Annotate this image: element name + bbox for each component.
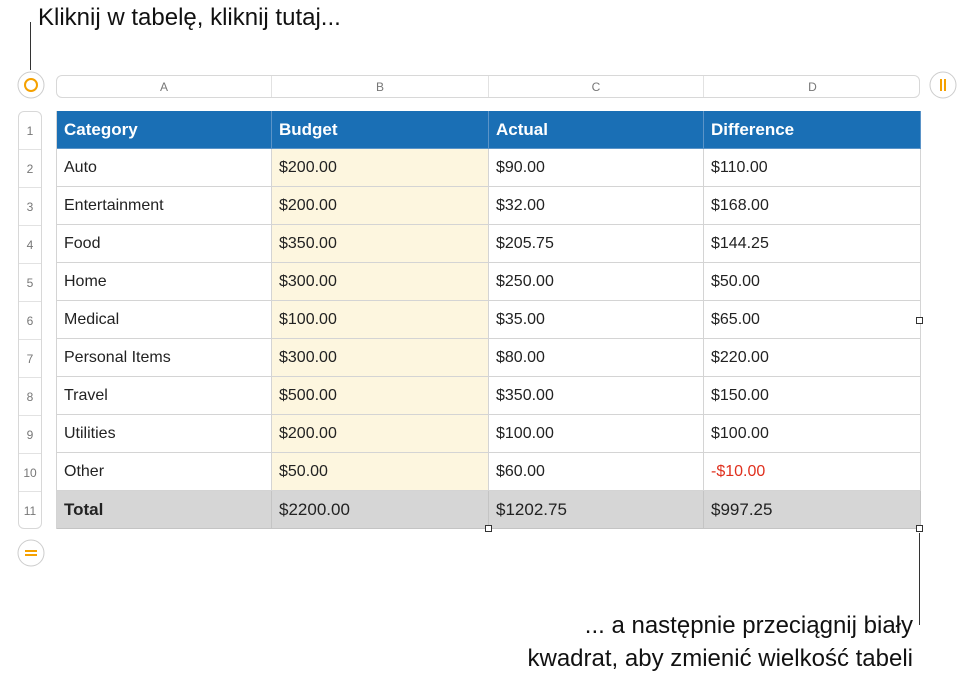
cell: $144.25 (704, 225, 921, 263)
cell: $80.00 (489, 339, 704, 377)
header-cell: Actual (489, 111, 704, 149)
column-label: D (808, 79, 817, 94)
cell: $65.00 (704, 301, 921, 339)
cell: $220.00 (704, 339, 921, 377)
cell: $50.00 (704, 263, 921, 301)
row-number: 8 (19, 378, 41, 416)
resize-handle[interactable] (916, 525, 923, 532)
row-number: 6 (19, 302, 41, 340)
column-label: B (272, 76, 489, 97)
callout-top: Kliknij w tabelę, kliknij tutaj... (38, 4, 341, 31)
cell: $35.00 (489, 301, 704, 339)
cell: Auto (57, 149, 272, 187)
callout-line (919, 533, 920, 625)
row-number: 2 (19, 150, 41, 188)
cell: $168.00 (704, 187, 921, 225)
add-row-button[interactable] (16, 538, 46, 568)
cell: $100.00 (704, 415, 921, 453)
cell: $500.00 (272, 377, 489, 415)
callout-line (30, 22, 31, 70)
resize-handle[interactable] (916, 317, 923, 324)
row-number: 9 (19, 416, 41, 454)
column-label: A (57, 76, 272, 97)
cell: $300.00 (272, 263, 489, 301)
cell: Home (57, 263, 272, 301)
cell: $200.00 (272, 187, 489, 225)
row-header-bar: 1 2 3 4 5 6 7 8 9 10 11 (18, 111, 42, 529)
header-cell: Category (57, 111, 272, 149)
header-cell: Budget (272, 111, 489, 149)
cell: $1202.75 (489, 491, 704, 529)
cell: $100.00 (272, 301, 489, 339)
row-number: 11 (23, 504, 37, 518)
cell: $2200.00 (272, 491, 489, 529)
cell: $90.00 (489, 149, 704, 187)
cell: $110.00 (704, 149, 921, 187)
cell: $50.00 (272, 453, 489, 491)
column-label: C (489, 76, 704, 97)
row-number: 10 (19, 454, 41, 492)
cell: $200.00 (272, 415, 489, 453)
cell: Other (57, 453, 272, 491)
cell: $300.00 (272, 339, 489, 377)
cell: $350.00 (272, 225, 489, 263)
callout-line-text: kwadrat, aby zmienić wielkość tabeli (527, 645, 914, 672)
cell: $350.00 (489, 377, 704, 415)
callout-bottom: ... a następnie przeciągnij biały kwadrat… (528, 612, 914, 673)
row-number: 5 (19, 264, 41, 302)
cell: $100.00 (489, 415, 704, 453)
cell: $32.00 (489, 187, 704, 225)
row-number: 1 (19, 112, 41, 150)
row-number: 7 (19, 340, 41, 378)
cell: $150.00 (704, 377, 921, 415)
cell: Food (57, 225, 272, 263)
cell: $250.00 (489, 263, 704, 301)
cell: $997.25 (704, 491, 921, 529)
resize-handle[interactable] (485, 525, 492, 532)
add-column-button[interactable] (928, 70, 958, 100)
table[interactable]: Category Budget Actual Difference Auto $200.0… (56, 111, 921, 529)
cell: Medical (57, 301, 272, 339)
header-cell: Difference (704, 111, 921, 149)
cell: Utilities (57, 415, 272, 453)
cell: Travel (57, 377, 272, 415)
cell: Total (57, 491, 272, 529)
cell: $60.00 (489, 453, 704, 491)
cell: -$10.00 (704, 453, 921, 491)
cell: Entertainment (57, 187, 272, 225)
cell: $200.00 (272, 149, 489, 187)
cell: $205.75 (489, 225, 704, 263)
callout-line-text: ... a następnie przeciągnij biały (584, 612, 913, 639)
cell: Personal Items (57, 339, 272, 377)
table-select-button[interactable] (16, 70, 46, 100)
row-number: 3 (19, 188, 41, 226)
row-number: 4 (19, 226, 41, 264)
